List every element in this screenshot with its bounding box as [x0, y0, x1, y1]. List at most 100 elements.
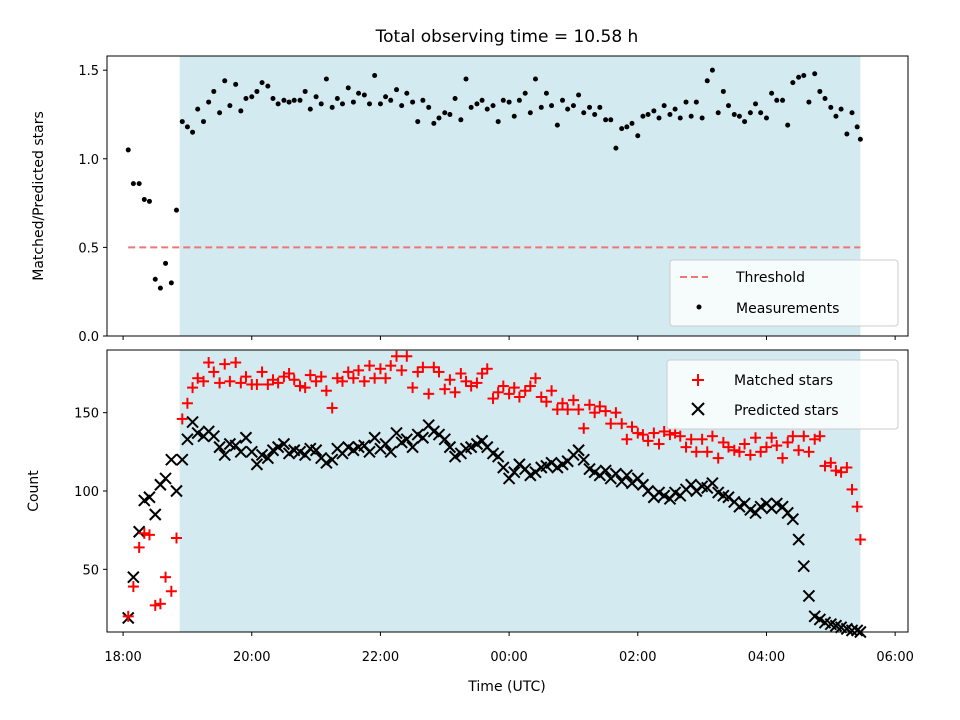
measurement-point: [532, 76, 538, 82]
matched-star-marker: [642, 435, 654, 447]
predicted-star-marker: [132, 525, 146, 538]
measurement-point: [404, 90, 410, 96]
matched-star-marker: [396, 364, 408, 376]
matched-star-marker: [127, 581, 139, 593]
matched-star-marker: [674, 430, 686, 442]
matched-star-marker: [616, 418, 628, 430]
measurement-point: [479, 97, 485, 103]
measurement-point: [490, 103, 496, 109]
predicted-star-marker: [620, 469, 634, 482]
matched-star-marker: [798, 430, 810, 442]
measurement-point: [720, 88, 726, 94]
matched-star-marker: [803, 446, 815, 458]
predicted-star-marker: [390, 426, 403, 440]
measurement-point: [141, 197, 147, 203]
matched-star-marker: [739, 438, 751, 450]
measurement-point: [350, 99, 356, 105]
matched-star-marker: [412, 366, 424, 378]
matched-star-marker: [170, 532, 182, 544]
measurement-point: [704, 78, 710, 84]
measurement-point: [130, 181, 136, 187]
matched-star-marker: [658, 425, 670, 437]
measurement-point: [420, 97, 426, 103]
measurement-point: [506, 99, 512, 105]
matched-star-marker: [690, 446, 702, 458]
top-ylabel: Matched/Predicted stars: [31, 111, 47, 281]
measurement-point: [259, 80, 265, 86]
matched-star-marker: [717, 436, 729, 448]
matched-star-marker: [610, 407, 622, 419]
measurement-point: [190, 129, 196, 135]
measurement-point: [736, 113, 742, 119]
matched-star-marker: [771, 440, 783, 452]
predicted-star-marker: [218, 448, 231, 462]
xtick-label: 02:00: [619, 650, 656, 665]
measurement-point: [709, 67, 715, 73]
matched-star-marker: [203, 357, 215, 369]
matched-star-marker: [503, 388, 515, 400]
matched-star-marker: [733, 446, 745, 458]
measurement-point: [640, 113, 646, 119]
matched-star-marker: [320, 385, 332, 397]
measurement-point: [769, 90, 775, 96]
predicted-star-marker: [464, 440, 478, 454]
matched-star-marker: [750, 432, 762, 444]
matched-star-marker: [304, 369, 316, 381]
measurement-point: [592, 111, 598, 117]
predicted-star-marker: [754, 500, 767, 513]
bottom-ytick-label: 100: [74, 485, 99, 500]
x-axis: 18:00 20:00 22:00 00:00 02:00 04:00 06:00: [104, 336, 914, 665]
legend-measurements-swatch: [696, 304, 702, 310]
matched-star-marker: [701, 446, 713, 458]
matched-star-marker: [449, 386, 461, 398]
measurement-point: [307, 106, 313, 112]
matched-star-marker: [529, 372, 541, 384]
predicted-star-marker: [657, 489, 671, 502]
measurement-point: [426, 104, 432, 110]
matched-star-marker: [160, 571, 172, 583]
top-ytick-label: 0.5: [78, 241, 99, 256]
matched-star-marker: [830, 465, 842, 477]
measurement-point: [511, 113, 517, 119]
matched-star-marker: [224, 375, 236, 387]
measurement-point: [302, 88, 308, 94]
measurement-point: [339, 101, 345, 107]
matched-star-marker: [777, 452, 789, 464]
measurement-point: [233, 81, 239, 87]
matched-star-marker: [122, 610, 134, 622]
matched-stars-points: [122, 350, 866, 622]
predicted-star-marker: [255, 448, 269, 462]
matched-star-marker: [353, 364, 365, 376]
measurement-point: [683, 99, 689, 105]
measurement-point: [576, 92, 582, 98]
measurement-point: [495, 119, 501, 125]
measurement-point: [345, 85, 351, 91]
matched-star-marker: [256, 366, 268, 378]
measurement-point: [291, 97, 297, 103]
measurement-point: [254, 88, 260, 94]
matched-star-marker: [444, 374, 456, 386]
predicted-star-marker: [797, 559, 810, 573]
matched-star-marker: [605, 418, 617, 430]
matched-star-marker: [793, 444, 805, 456]
predicted-star-marker: [508, 465, 521, 479]
matched-star-marker: [782, 436, 794, 448]
predicted-star-marker: [320, 456, 333, 470]
measurement-point: [817, 88, 823, 94]
measurement-point: [329, 104, 335, 110]
predicted-star-marker: [438, 433, 451, 446]
measurement-point: [516, 97, 522, 103]
measurement-point: [356, 90, 362, 96]
matched-star-marker: [632, 427, 644, 439]
measurement-point: [613, 145, 619, 151]
measurement-points: [125, 67, 863, 291]
matched-star-marker: [653, 438, 665, 450]
measurement-point: [844, 131, 850, 137]
predicted-star-marker: [706, 476, 719, 490]
xtick-label: 06:00: [876, 650, 913, 665]
top-y-axis: 0.0 0.5 1.0 1.5: [78, 64, 107, 345]
measurement-point: [399, 103, 405, 109]
measurement-point: [500, 97, 506, 103]
measurement-point: [431, 120, 437, 126]
